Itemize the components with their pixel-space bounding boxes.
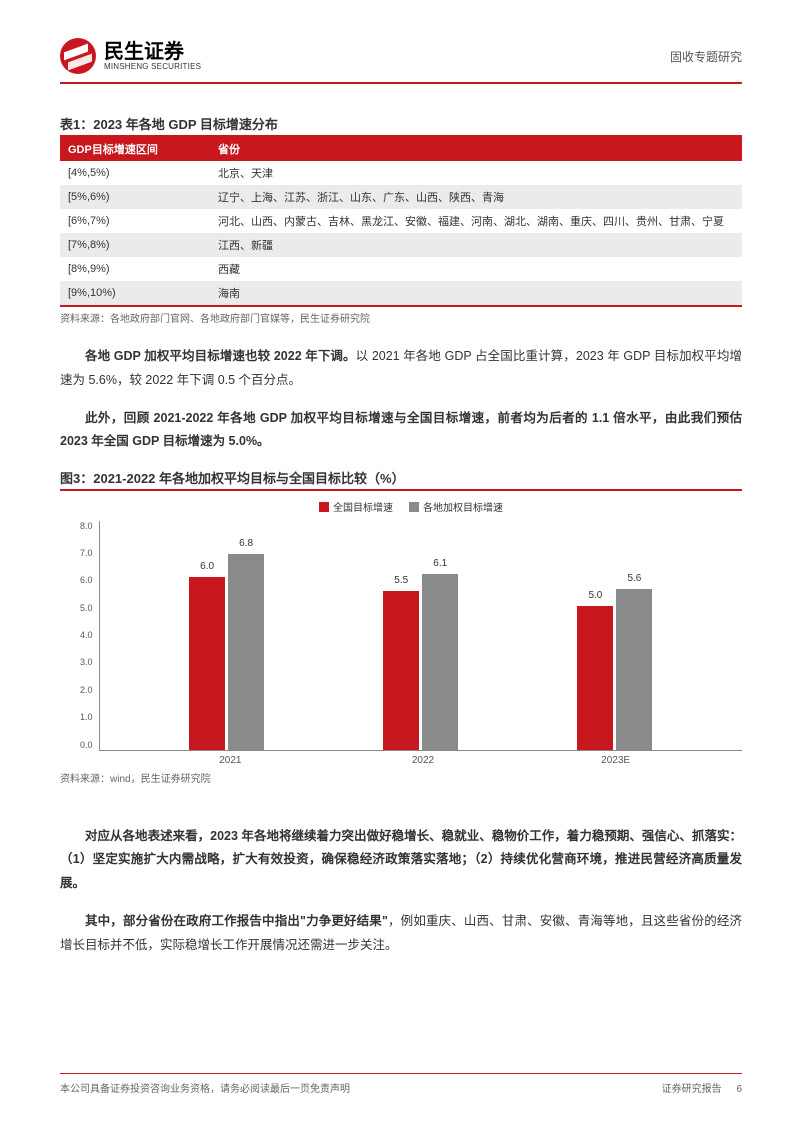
- chart-source: 资料来源：wind，民生证券研究院: [60, 770, 742, 785]
- legend-label: 各地加权目标增速: [423, 499, 503, 514]
- legend-item: 各地加权目标增速: [409, 499, 503, 514]
- y-tick: 3.0: [80, 657, 93, 667]
- table-row: [4%,5%)北京、天津: [60, 161, 742, 185]
- x-axis: 2021 2022 2023E: [104, 755, 742, 766]
- logo: 民生证券 MINSHENG SECURITIES: [60, 38, 201, 74]
- y-tick: 0.0: [80, 740, 93, 750]
- legend-swatch: [319, 502, 329, 512]
- paragraph-2: 此外，回顾 2021-2022 年各地 GDP 加权平均目标增速与全国目标增速，…: [60, 407, 742, 455]
- bar-group: 5.56.1: [383, 574, 458, 749]
- company-name-cn: 民生证券: [104, 41, 201, 63]
- table-cell: 北京、天津: [210, 161, 742, 185]
- header-rule: [60, 82, 742, 84]
- x-tick: 2023E: [576, 755, 656, 766]
- doc-type: 固收专题研究: [670, 48, 742, 65]
- table1-source: 资料来源：各地政府部门官网、各地政府部门官媒等，民生证券研究院: [60, 310, 742, 325]
- company-name-en: MINSHENG SECURITIES: [104, 63, 201, 72]
- paragraph-1: 各地 GDP 加权平均目标增速也较 2022 年下调。以 2021 年各地 GD…: [60, 345, 742, 393]
- bar-value-label: 5.0: [577, 590, 613, 601]
- plot-area: 6.06.85.56.15.05.6: [99, 521, 742, 751]
- y-tick: 7.0: [80, 548, 93, 558]
- bar-value-label: 6.1: [422, 558, 458, 569]
- paragraph-3: 对应从各地表述来看，2023 年各地将继续着力突出做好稳增长、稳就业、稳物价工作…: [60, 825, 742, 896]
- table-cell: 海南: [210, 281, 742, 305]
- chart-title: 图3：2021-2022 年各地加权平均目标与全国目标比较（%）: [60, 468, 742, 491]
- para4-bold: 其中，部分省份在政府工作报告中指出"力争更好结果": [85, 914, 388, 928]
- table-bottom-rule: [60, 305, 742, 307]
- para2-text: 此外，回顾 2021-2022 年各地 GDP 加权平均目标增速与全国目标增速，…: [60, 411, 742, 449]
- bar: 5.6: [616, 589, 652, 750]
- table-cell: [6%,7%): [60, 209, 210, 233]
- y-tick: 1.0: [80, 712, 93, 722]
- page-footer: 本公司具备证券投资咨询业务资格，请务必阅读最后一页免责声明 证券研究报告 6: [60, 1073, 742, 1095]
- table-cell: [4%,5%): [60, 161, 210, 185]
- page-number: 6: [736, 1084, 742, 1095]
- table-row: [5%,6%)辽宁、上海、江苏、浙江、山东、广东、山西、陕西、青海: [60, 185, 742, 209]
- table-cell: [9%,10%): [60, 281, 210, 305]
- bar: 6.1: [422, 574, 458, 749]
- chart-legend: 全国目标增速 各地加权目标增速: [80, 499, 742, 515]
- legend-item: 全国目标增速: [319, 499, 393, 514]
- bar: 5.0: [577, 606, 613, 750]
- y-tick: 4.0: [80, 630, 93, 640]
- bar-value-label: 6.8: [228, 538, 264, 549]
- page-header: 民生证券 MINSHENG SECURITIES 固收专题研究: [60, 38, 742, 74]
- table-row: [8%,9%)西藏: [60, 257, 742, 281]
- logo-icon: [60, 38, 96, 74]
- bar: 6.0: [189, 577, 225, 750]
- x-tick: 2022: [383, 755, 463, 766]
- para1-bold: 各地 GDP 加权平均目标增速也较 2022 年下调。: [85, 349, 356, 363]
- bar-chart: 全国目标增速 各地加权目标增速 0.0 1.0 2.0 3.0 4.0 5.0 6.0 7.0 8…: [60, 499, 742, 766]
- gdp-table: GDP目标增速区间 省份 [4%,5%)北京、天津[5%,6%)辽宁、上海、江苏…: [60, 137, 742, 305]
- y-tick: 8.0: [80, 521, 93, 531]
- table-row: [7%,8%)江西、新疆: [60, 233, 742, 257]
- footer-right: 证券研究报告: [662, 1084, 722, 1095]
- y-tick: 6.0: [80, 575, 93, 585]
- bar-group: 6.06.8: [189, 554, 264, 750]
- table-row: [9%,10%)海南: [60, 281, 742, 305]
- bar: 5.5: [383, 591, 419, 749]
- table-cell: 河北、山西、内蒙古、吉林、黑龙江、安徽、福建、河南、湖北、湖南、重庆、四川、贵州…: [210, 209, 742, 233]
- y-tick: 2.0: [80, 685, 93, 695]
- bar: 6.8: [228, 554, 264, 750]
- table-cell: 江西、新疆: [210, 233, 742, 257]
- table-cell: [8%,9%): [60, 257, 210, 281]
- table-cell: 西藏: [210, 257, 742, 281]
- x-tick: 2021: [190, 755, 270, 766]
- bar-value-label: 5.5: [383, 575, 419, 586]
- table1-col0: GDP目标增速区间: [60, 137, 210, 161]
- table1-col1: 省份: [210, 137, 742, 161]
- bar-value-label: 5.6: [616, 573, 652, 584]
- legend-swatch: [409, 502, 419, 512]
- table-cell: [7%,8%): [60, 233, 210, 257]
- table-cell: 辽宁、上海、江苏、浙江、山东、广东、山西、陕西、青海: [210, 185, 742, 209]
- table-row: [6%,7%)河北、山西、内蒙古、吉林、黑龙江、安徽、福建、河南、湖北、湖南、重…: [60, 209, 742, 233]
- legend-label: 全国目标增速: [333, 499, 393, 514]
- bar-group: 5.05.6: [577, 589, 652, 750]
- para3-text: 对应从各地表述来看，2023 年各地将继续着力突出做好稳增长、稳就业、稳物价工作…: [60, 829, 742, 891]
- footer-left: 本公司具备证券投资咨询业务资格，请务必阅读最后一页免责声明: [60, 1080, 350, 1095]
- table-cell: [5%,6%): [60, 185, 210, 209]
- table1-title: 表1：2023 年各地 GDP 目标增速分布: [60, 114, 742, 137]
- paragraph-4: 其中，部分省份在政府工作报告中指出"力争更好结果"，例如重庆、山西、甘肃、安徽、…: [60, 910, 742, 958]
- bar-value-label: 6.0: [189, 561, 225, 572]
- footer-rule: [60, 1073, 742, 1074]
- y-axis: 0.0 1.0 2.0 3.0 4.0 5.0 6.0 7.0 8.0: [80, 521, 99, 751]
- y-tick: 5.0: [80, 603, 93, 613]
